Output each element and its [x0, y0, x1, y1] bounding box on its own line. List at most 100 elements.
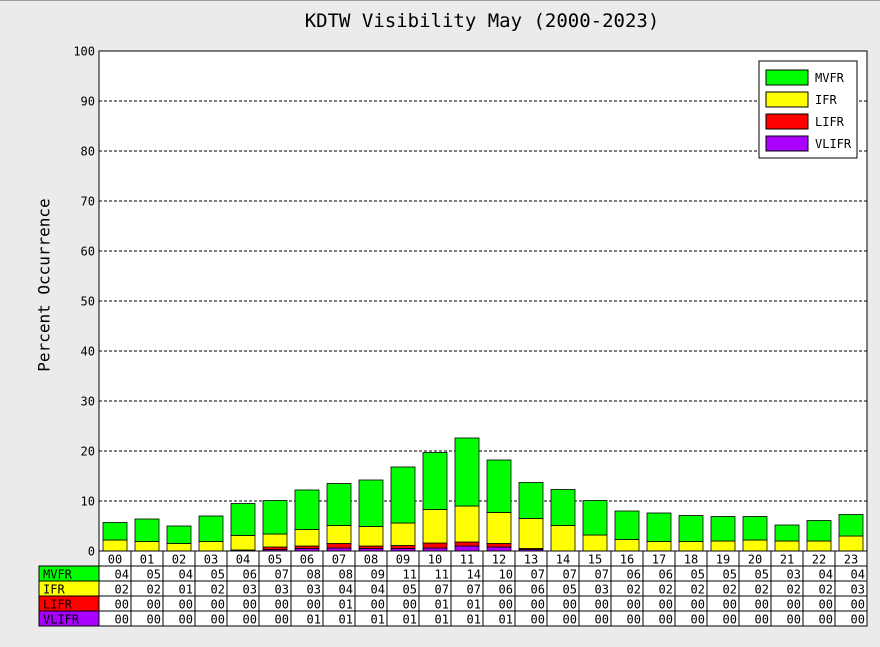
x-tick-label: 13 — [524, 553, 538, 567]
table-cell: 03 — [595, 583, 609, 597]
table-cell: 05 — [403, 583, 417, 597]
x-tick-label: 05 — [268, 553, 282, 567]
bar-mvfr-09 — [390, 466, 416, 524]
y-tick-label: 30 — [81, 395, 95, 409]
table-cell: 00 — [819, 598, 833, 612]
table-cell: 00 — [563, 598, 577, 612]
x-tick-label: 15 — [588, 553, 602, 567]
table-cell: 00 — [691, 598, 705, 612]
legend-swatch-lifr — [765, 113, 809, 130]
table-row-label-mvfr: MVFR — [43, 568, 73, 582]
table-cell: 04 — [339, 583, 353, 597]
bar-ifr-15 — [582, 534, 608, 552]
table-cell: 00 — [627, 613, 641, 627]
chart-title: KDTW Visibility May (2000-2023) — [304, 10, 660, 32]
table-cell: 04 — [179, 568, 193, 582]
table-cell: 03 — [243, 583, 257, 597]
table-cell: 00 — [627, 598, 641, 612]
table-cell: 00 — [787, 598, 801, 612]
bar-ifr-21 — [774, 540, 800, 552]
x-tick-label: 10 — [428, 553, 442, 567]
bar-mvfr-21 — [774, 524, 800, 542]
table-cell: 00 — [243, 598, 257, 612]
table-cell: 10 — [499, 568, 513, 582]
table-row-label-vlifr: VLIFR — [43, 613, 80, 627]
table-cell: 14 — [467, 568, 481, 582]
bar-ifr-05 — [262, 533, 288, 548]
bar-mvfr-03 — [198, 515, 224, 542]
table-cell: 11 — [403, 568, 417, 582]
bar-mvfr-16 — [614, 510, 640, 540]
y-tick-label: 0 — [88, 545, 95, 559]
table-cell: 00 — [531, 598, 545, 612]
bar-ifr-04 — [230, 535, 256, 551]
bar-lifr-11 — [454, 541, 480, 547]
y-tick-label: 60 — [81, 245, 95, 259]
bar-vlifr-11 — [454, 545, 480, 552]
table-cell: 00 — [531, 613, 545, 627]
bar-ifr-23 — [838, 535, 864, 552]
bar-ifr-18 — [678, 541, 704, 552]
bar-mvfr-02 — [166, 525, 192, 544]
y-tick-label: 90 — [81, 95, 95, 109]
grid-lines — [99, 100, 867, 502]
bar-mvfr-17 — [646, 512, 672, 542]
table-cell: 00 — [787, 613, 801, 627]
x-tick-label: 04 — [236, 553, 250, 567]
bar-mvfr-14 — [550, 489, 576, 526]
bar-ifr-00 — [102, 539, 128, 552]
table-cell: 01 — [307, 613, 321, 627]
bar-ifr-02 — [166, 543, 192, 552]
y-tick-label: 100 — [73, 45, 95, 59]
bar-mvfr-15 — [582, 500, 608, 536]
bar-ifr-19 — [710, 540, 736, 552]
x-tick-label: 12 — [492, 553, 506, 567]
y-tick-label: 70 — [81, 195, 95, 209]
x-tick-label: 02 — [172, 553, 186, 567]
x-tick-label: 11 — [460, 553, 474, 567]
bar-lifr-10 — [422, 542, 448, 549]
bar-ifr-16 — [614, 539, 640, 552]
table-cell: 07 — [595, 568, 609, 582]
bar-ifr-01 — [134, 541, 160, 552]
table-cell: 04 — [371, 583, 385, 597]
table-cell: 02 — [755, 583, 769, 597]
table-cell: 00 — [179, 613, 193, 627]
bar-ifr-12 — [486, 512, 512, 544]
table-cell: 01 — [499, 613, 513, 627]
table-cell: 04 — [115, 568, 129, 582]
table-cell: 00 — [851, 598, 865, 612]
table-cell: 00 — [691, 613, 705, 627]
data-table: 00 01 02 03 04 05 06 07 08 09 10 11 12 13 14 15 16 17 18 19… — [38, 550, 868, 627]
bar-mvfr-22 — [806, 520, 832, 542]
x-tick-label: 16 — [620, 553, 634, 567]
table-cell: 02 — [659, 583, 673, 597]
table-cell: 04 — [819, 568, 833, 582]
table-cell: 11 — [435, 568, 449, 582]
table-cell: 00 — [307, 598, 321, 612]
table-cell: 05 — [755, 568, 769, 582]
table-cell: 07 — [435, 583, 449, 597]
table-cell: 00 — [403, 598, 417, 612]
table-cell: 00 — [275, 613, 289, 627]
bar-mvfr-08 — [358, 479, 384, 527]
table-cell: 01 — [467, 598, 481, 612]
y-tick-label: 80 — [81, 145, 95, 159]
table-cell: 07 — [467, 583, 481, 597]
bar-ifr-03 — [198, 541, 224, 552]
table-cell: 00 — [659, 613, 673, 627]
bar-ifr-06 — [294, 529, 320, 547]
bar-ifr-14 — [550, 525, 576, 552]
table-cell: 05 — [211, 568, 225, 582]
bar-lifr-12 — [486, 543, 512, 548]
legend-swatch-vlifr — [765, 135, 809, 152]
table-cell: 03 — [851, 583, 865, 597]
legend-label-ifr: IFR — [815, 93, 837, 107]
table-cell: 09 — [371, 568, 385, 582]
y-tick-label: 50 — [81, 295, 95, 309]
table-cell: 00 — [723, 598, 737, 612]
table-cell: 02 — [211, 583, 225, 597]
bar-lifr-07 — [326, 543, 352, 549]
table-cell: 07 — [531, 568, 545, 582]
